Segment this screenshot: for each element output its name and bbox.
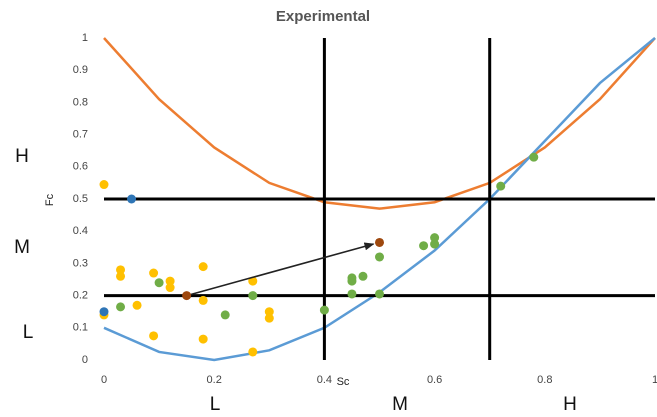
y-band-label: H (15, 146, 29, 167)
y-tick-label: 0.3 (73, 257, 88, 269)
y-band-label: L (23, 322, 34, 343)
data-point (248, 347, 258, 357)
data-point (165, 276, 175, 286)
data-point (347, 276, 357, 286)
x-axis-label: Sc (337, 376, 350, 388)
data-point (198, 334, 208, 344)
data-point (358, 271, 368, 281)
data-point (116, 271, 126, 281)
data-point (496, 181, 506, 191)
data-point (264, 307, 274, 317)
y-band-label: M (14, 237, 30, 258)
data-point (132, 300, 142, 310)
data-point (198, 262, 208, 272)
data-point (99, 307, 109, 317)
data-point (116, 265, 126, 275)
chart-title: Experimental (276, 8, 370, 25)
y-axis-label: Fc (44, 193, 56, 206)
y-tick-label: 0.7 (73, 129, 88, 141)
data-point (375, 237, 384, 247)
y-tick-label: 0.6 (73, 161, 88, 173)
y-tick-label: 0.1 (73, 322, 88, 334)
data-point (220, 310, 230, 320)
data-point (264, 313, 274, 323)
y-tick-label: 0.8 (73, 96, 88, 108)
data-point (165, 283, 175, 293)
data-point (99, 180, 109, 190)
y-tick-label: 0.9 (73, 64, 88, 76)
x-tick-label: 0.4 (317, 374, 332, 386)
curve (103, 37, 656, 210)
data-point (248, 276, 258, 286)
arrow (186, 242, 375, 297)
x-tick-label: 1 (652, 374, 657, 386)
data-point (149, 331, 159, 341)
data-point (127, 194, 137, 204)
data-point (419, 241, 429, 251)
data-point (375, 289, 384, 299)
x-band-label: L (210, 394, 221, 415)
x-band-label: M (392, 394, 408, 415)
x-tick-label: 0 (101, 374, 107, 386)
x-tick-label: 0.8 (537, 374, 552, 386)
y-tick-label: 0.2 (73, 290, 88, 302)
data-point (154, 278, 164, 288)
data-point (319, 305, 329, 315)
data-point (116, 302, 126, 312)
data-point (198, 295, 208, 305)
x-band-label: H (563, 394, 577, 415)
data-point (347, 289, 357, 299)
data-point (430, 239, 440, 249)
y-tick-label: 0.4 (73, 225, 88, 237)
data-point (375, 252, 384, 262)
y-tick-label: 0.5 (73, 193, 88, 205)
data-point (149, 268, 159, 278)
y-tick-label: 1 (82, 32, 88, 44)
data-point (182, 291, 192, 301)
y-tick-label: 0 (82, 354, 88, 366)
data-point (430, 233, 440, 243)
data-point (529, 152, 539, 162)
x-tick-label: 0.2 (207, 374, 222, 386)
data-point (248, 291, 258, 301)
x-tick-label: 0.6 (427, 374, 442, 386)
